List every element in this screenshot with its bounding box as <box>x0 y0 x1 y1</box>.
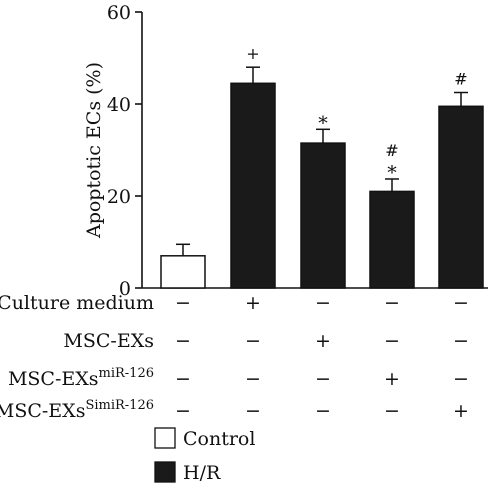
condition-label-superscript: SimiR-126 <box>85 398 154 413</box>
condition-row-label: Culture medium <box>0 292 154 314</box>
bar <box>369 190 415 289</box>
legend-swatch <box>154 461 176 483</box>
condition-row-label: MSC-EXs <box>63 330 154 352</box>
condition-cell: − <box>245 330 261 352</box>
condition-label-text: MSC-EXs <box>63 330 154 352</box>
condition-cell: − <box>175 292 191 314</box>
condition-cell: − <box>245 400 261 422</box>
condition-cell: + <box>245 292 261 314</box>
legend-label: H/R <box>183 462 221 484</box>
condition-label-text: MSC-EXs <box>0 400 85 422</box>
condition-cell: − <box>384 330 400 352</box>
bars: + * # * # <box>160 44 484 289</box>
condition-cell: − <box>175 368 191 390</box>
bar <box>160 255 206 289</box>
condition-cell: − <box>315 292 331 314</box>
y-tick-label: 0 <box>119 278 131 300</box>
significance-mark: * <box>318 112 328 134</box>
condition-cell: − <box>384 292 400 314</box>
y-tick-label: 40 <box>107 94 131 116</box>
condition-cell: − <box>453 368 469 390</box>
significance-mark: + <box>246 44 259 63</box>
condition-cell: − <box>245 368 261 390</box>
significance-mark: # <box>385 141 398 160</box>
legend-swatch <box>154 427 176 449</box>
significance-mark: # <box>454 70 467 89</box>
bar <box>438 105 484 289</box>
y-axis-label: Apoptotic ECs (%) <box>83 62 105 239</box>
condition-cell: − <box>453 330 469 352</box>
condition-cell: + <box>384 368 400 390</box>
condition-cell: + <box>315 330 331 352</box>
condition-row-label: MSC-EXsSimiR-126 <box>0 398 154 422</box>
y-ticks: 0 20 40 60 <box>107 2 142 300</box>
y-tick-label: 60 <box>107 2 131 24</box>
condition-cell: − <box>175 400 191 422</box>
condition-label-text: MSC-EXs <box>8 368 99 390</box>
condition-cell: − <box>315 368 331 390</box>
condition-row-label: MSC-EXsmiR-126 <box>8 366 154 390</box>
bar <box>230 82 276 289</box>
bar <box>300 142 346 289</box>
y-axis: 0 20 40 60 Apoptotic ECs (%) <box>83 2 143 300</box>
legend-label: Control <box>183 428 255 450</box>
condition-label-text: Culture medium <box>0 292 154 314</box>
condition-cell: − <box>315 400 331 422</box>
condition-label-superscript: miR-126 <box>99 366 154 381</box>
significance-mark: * <box>387 162 397 184</box>
condition-cell: − <box>175 330 191 352</box>
legend: Control H/R <box>154 427 255 484</box>
condition-cell: − <box>453 292 469 314</box>
condition-cell: − <box>384 400 400 422</box>
condition-table: Culture medium − + − − −MSC-EXs − − + − −MSC-EXsmi… <box>0 292 469 422</box>
condition-cell: + <box>453 400 469 422</box>
y-tick-label: 20 <box>107 186 131 208</box>
